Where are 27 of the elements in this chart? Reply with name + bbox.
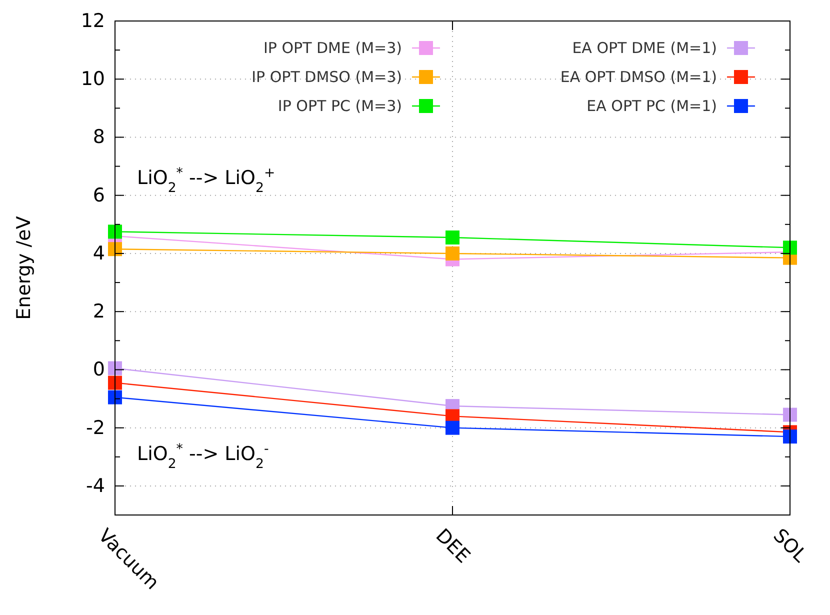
point (446, 420, 460, 435)
y-tick-label: 6 (92, 184, 105, 206)
y-tick-label: 12 (80, 10, 105, 32)
legend-label: EA OPT PC (M=1) (586, 97, 717, 115)
y-axis-title: Energy /eV (13, 216, 35, 320)
y-tick-label: 8 (92, 126, 105, 148)
point (108, 242, 122, 256)
legend-label: IP OPT PC (M=3) (278, 97, 402, 115)
legend-label: EA OPT DME (M=1) (572, 39, 717, 57)
point (783, 408, 797, 422)
y-tick-label: -2 (86, 416, 105, 439)
point (783, 430, 797, 444)
point (446, 230, 460, 244)
legend-label: EA OPT DMSO (M=1) (560, 68, 717, 86)
y-tick-label: 0 (92, 358, 105, 381)
point (108, 376, 122, 390)
y-tick-label: 2 (92, 300, 105, 323)
y-tick-label: 4 (92, 242, 105, 264)
legend-label: IP OPT DMSO (M=3) (252, 68, 402, 86)
point (783, 240, 797, 255)
legend-label: IP OPT DME (M=3) (263, 39, 402, 57)
point (108, 224, 122, 239)
y-tick-label: -4 (86, 474, 105, 497)
point (108, 390, 122, 404)
point (108, 361, 122, 376)
point (446, 246, 460, 260)
y-tick-label: 10 (80, 68, 105, 90)
